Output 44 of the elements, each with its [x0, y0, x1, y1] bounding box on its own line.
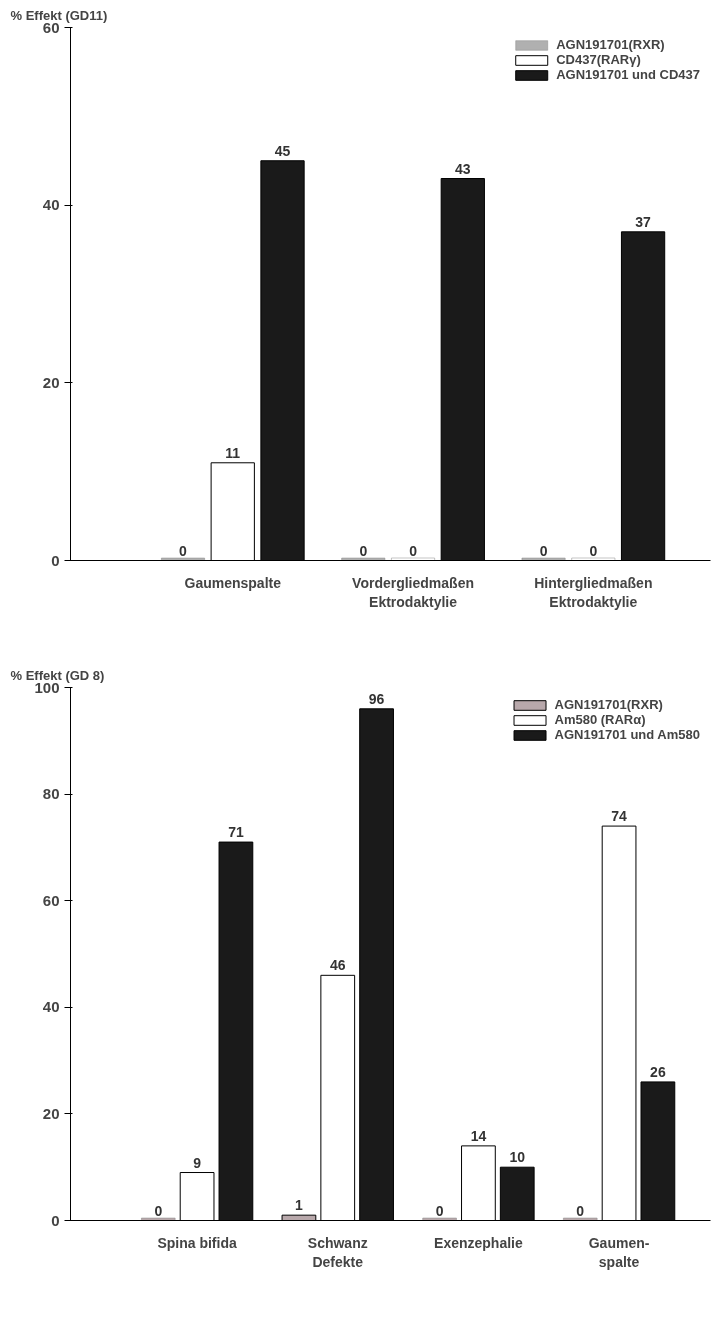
data-label: 74: [611, 808, 628, 825]
data-label: 0: [409, 542, 418, 559]
data-label: 10: [509, 1149, 526, 1166]
data-label: 0: [154, 1202, 163, 1219]
y-axis-title: % Effekt (GD 8): [10, 667, 105, 683]
y-tick-label: 20: [42, 1104, 60, 1122]
y-tick-label: 80: [42, 785, 60, 803]
data-label: 1: [295, 1197, 304, 1214]
data-label: 0: [359, 542, 368, 559]
x-tick-label: Schwanz Defekte: [307, 1234, 368, 1270]
data-label: 0: [589, 542, 598, 559]
y-tick-label: 20: [42, 373, 60, 391]
data-label: 26: [650, 1063, 666, 1080]
legend-label: AGN191701 und CD437: [556, 67, 700, 82]
y-tick-label: 0: [51, 551, 60, 569]
x-tick-label: Hintergliedmaßen Ektrodaktylie: [534, 574, 653, 610]
legend-label: CD437(RARγ): [556, 52, 641, 67]
y-axis-title: % Effekt (GD11): [10, 7, 108, 23]
data-label: 0: [435, 1202, 444, 1219]
data-label: 0: [539, 542, 548, 559]
data-label: 43: [455, 160, 471, 177]
x-tick-label: Exenzephalie: [434, 1234, 523, 1251]
y-tick-label: 0: [51, 1211, 60, 1229]
x-tick-label: Gaumen- spalte: [588, 1234, 650, 1270]
y-tick-label: 60: [42, 891, 60, 909]
x-tick-label: Spina bifida: [157, 1234, 237, 1251]
data-label: 0: [576, 1202, 585, 1219]
y-tick-label: 40: [42, 196, 60, 214]
legend-label: AGN191701 und Am580: [554, 727, 700, 742]
data-label: 9: [193, 1154, 202, 1171]
data-label: 37: [635, 213, 652, 230]
x-tick-label: Gaumenspalte: [184, 574, 282, 591]
data-label: 0: [179, 542, 188, 559]
data-label: 45: [274, 142, 291, 159]
data-label: 14: [470, 1127, 487, 1144]
data-label: 96: [368, 690, 385, 707]
data-label: 46: [329, 957, 346, 974]
data-label: 11: [225, 444, 241, 461]
legend-label: Am580 (RARα): [554, 712, 646, 727]
legend-label: AGN191701(RXR): [554, 697, 663, 712]
data-label: 71: [228, 824, 244, 841]
legend-label: AGN191701(RXR): [556, 37, 665, 52]
x-tick-label: Vordergliedmaßen Ektrodaktylie: [352, 574, 474, 610]
y-tick-label: 40: [42, 998, 60, 1016]
